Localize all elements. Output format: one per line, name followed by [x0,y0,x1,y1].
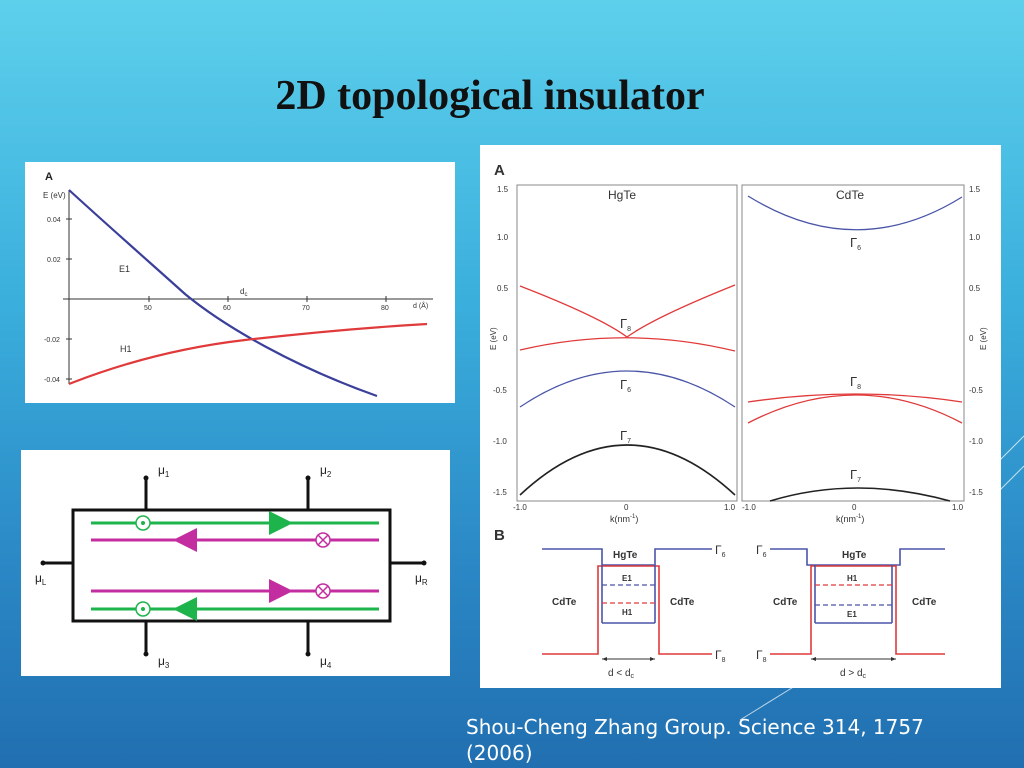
y-tick-label: 1.0 [969,233,981,242]
band-curve [519,444,736,496]
citation-text: Shou-Cheng Zhang Group. Science 314, 175… [466,715,924,765]
band-curve [519,337,736,352]
h1-curve [68,322,428,386]
y-tick-label: -0.04 [44,377,60,384]
spin-down-icon [315,532,331,548]
gamma7-label-cdte: Γ7 [850,467,861,484]
y-tick-label: -0.5 [493,386,507,395]
gamma7-label-hgte: Γ7 [620,428,631,445]
energy-vs-thickness-plot: A E (eV) 0.04 0.02 -0.02 -0.04 50 60 70 … [25,162,455,403]
hgte-band-frame [516,184,738,502]
well-barrier-label: CdTe [552,597,577,608]
mu4-label: μ4 [320,654,332,670]
y-tick-label: 0.04 [47,217,61,224]
quantum-well-right [770,548,945,661]
x-tick-label: 0 [624,503,629,512]
x-tick-label: 80 [381,305,389,312]
critical-thickness-label: dc [240,287,247,298]
well-barrier-label: CdTe [912,597,937,608]
well-center-label: HgTe [842,550,867,561]
gamma8-label: Γ8 [715,648,726,664]
gamma8-label: Γ8 [756,648,767,664]
well-center-label: HgTe [613,550,638,561]
e1-curve [68,189,378,398]
y-tick-label: -0.5 [969,386,983,395]
gamma8-label-hgte: Γ8 [620,316,631,333]
x-axis-label: k(nm-1) [610,514,638,524]
y-tick-label: 0 [503,334,508,343]
spin-up-icon [135,601,151,617]
e1-level-label: E1 [622,574,632,583]
y-axis-label: E (eV) [43,191,66,200]
band-curve [519,370,736,408]
x-tick-label: 70 [302,305,310,312]
mu2-label: μ2 [320,463,332,479]
y-tick-label: -1.0 [493,437,507,446]
h1-level-label: H1 [847,574,858,583]
slide-title: 2D topological insulator [275,73,705,119]
gamma8-label-cdte: Γ8 [850,374,861,391]
x-tick-label: 0 [852,503,857,512]
gamma6-label: Γ6 [715,543,726,559]
x-tick-label: 50 [144,305,152,312]
y-tick-label: 1.0 [497,233,509,242]
band-curve [747,195,963,231]
thickness-condition-right: d > dc [840,668,867,680]
gamma6-label-cdte: Γ6 [850,235,861,252]
mu1-label: μ1 [158,463,170,479]
cdte-band-frame [741,184,965,502]
y-tick-label: 0.5 [969,284,981,293]
y-axis-label-right: E (eV) [979,327,988,350]
x-tick-label: 60 [223,305,231,312]
thickness-condition-left: d < dc [608,668,635,680]
y-tick-label: -1.5 [969,488,983,497]
well-barrier-label: CdTe [670,597,695,608]
y-tick-label: -1.5 [493,488,507,497]
h1-level-label: H1 [622,608,633,617]
band-curve [747,393,963,403]
mu3-label: μ3 [158,654,170,670]
spin-up-icon [135,515,151,531]
hgte-title: HgTe [608,188,636,202]
hall-bar-edge-states: μ1 μ2 μ3 μ4 μL μR [21,450,450,676]
x-axis-label: k(nm-1) [836,514,864,524]
h1-label: H1 [120,344,132,354]
y-tick-label: 0.02 [47,257,61,264]
y-tick-label: 1.5 [497,185,509,194]
x-tick-label: -1.0 [742,503,756,512]
panel-letter-a: A [494,162,505,179]
x-axis-label: d (Å) [413,301,428,310]
band-curve [769,487,951,502]
band-structure-figure: A B HgTe CdTe 1.5 1.0 0.5 0 -0.5 -1.0 -1… [480,145,1001,688]
quantum-well-left [542,548,712,661]
e1-level-label: E1 [847,610,857,619]
gamma6-label: Γ6 [756,543,767,559]
band-curve [747,394,963,424]
spin-down-icon [315,583,331,599]
y-tick-label: -1.0 [969,437,983,446]
muR-label: μR [415,571,428,587]
y-tick-label: -0.02 [44,337,60,344]
muL-label: μL [35,571,47,587]
e1-label: E1 [119,264,130,274]
hall-bar [71,508,392,623]
y-tick-label: 0 [969,334,974,343]
panel-letter: A [45,171,53,183]
y-tick-label: 0.5 [497,284,509,293]
cdte-title: CdTe [836,188,864,202]
x-tick-label: 1.0 [724,503,736,512]
band-curve [519,284,736,338]
x-tick-label: -1.0 [513,503,527,512]
y-axis-label-left: E (eV) [489,327,498,350]
well-barrier-label: CdTe [773,597,798,608]
panel-letter-b: B [494,527,505,544]
gamma6-label-hgte: Γ6 [620,377,631,394]
x-tick-label: 1.0 [952,503,964,512]
y-tick-label: 1.5 [969,185,981,194]
